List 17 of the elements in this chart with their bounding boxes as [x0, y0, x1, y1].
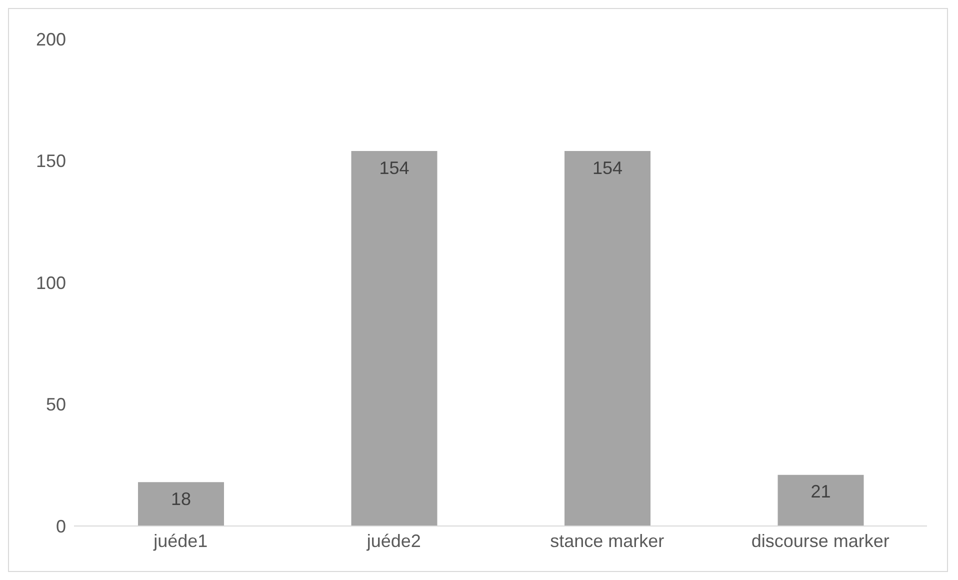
- x-tick-label: discourse marker: [751, 530, 890, 551]
- bar: [778, 474, 864, 526]
- y-tick-label: 100: [36, 272, 66, 293]
- x-tick-label: juéde1: [152, 530, 208, 551]
- y-tick-label: 200: [36, 29, 66, 50]
- x-tick-label: juéde2: [366, 530, 421, 551]
- x-tick-label: stance marker: [550, 530, 664, 551]
- y-tick-label: 150: [36, 151, 66, 172]
- data-label: 154: [379, 158, 410, 178]
- data-label: 154: [592, 158, 623, 178]
- y-tick-label: 50: [46, 394, 66, 415]
- data-label: 18: [170, 488, 192, 509]
- bar: [564, 151, 650, 526]
- bar: [351, 151, 438, 526]
- data-label: 21: [810, 482, 831, 502]
- y-tick-label: 0: [56, 516, 66, 536]
- bar: [138, 482, 224, 526]
